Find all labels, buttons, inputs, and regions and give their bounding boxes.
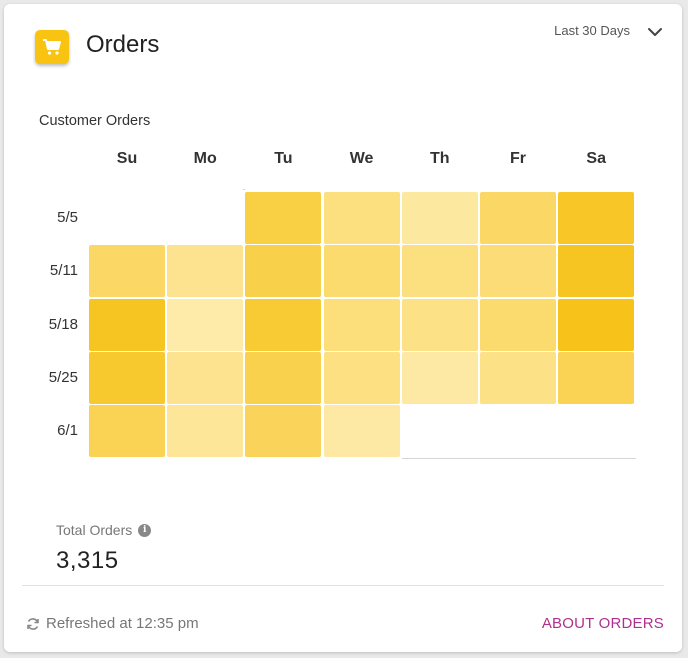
card-title: Orders (86, 31, 160, 58)
date-range-label[interactable]: Last 30 Days (554, 23, 630, 38)
day-label-we: We (349, 150, 374, 167)
week-label: 5/18 (48, 315, 78, 333)
heatmap-cell[interactable] (323, 245, 400, 298)
week-label: 5/5 (57, 209, 78, 226)
total-orders-label-text: Total Orders (56, 522, 133, 538)
heatmap-cell[interactable] (245, 405, 322, 458)
heatmap-cell[interactable] (480, 192, 556, 244)
shopping-cart-icon (35, 30, 69, 64)
heatmap-cell[interactable] (245, 192, 322, 244)
heatmap-cell[interactable] (323, 405, 400, 458)
chevron-down-icon[interactable] (646, 25, 664, 39)
heatmap-cell[interactable] (558, 245, 635, 298)
chart-title: Customer Orders (39, 113, 151, 129)
heatmap-cell[interactable] (89, 351, 165, 404)
heatmap-cell[interactable] (167, 351, 244, 404)
heatmap-cell[interactable] (323, 192, 400, 244)
heatmap-baseline (401, 457, 637, 459)
heatmap-cell[interactable] (245, 245, 322, 298)
heatmap-cell[interactable] (89, 245, 165, 298)
heatmap-cell[interactable] (558, 351, 635, 404)
heatmap-cell[interactable] (323, 351, 400, 404)
total-orders-value: 3,315 (56, 547, 119, 574)
heatmap-cell[interactable] (480, 245, 556, 298)
day-label-th: Th (430, 150, 450, 167)
week-label: 5/11 (49, 262, 78, 280)
week-label: 6/1 (57, 422, 78, 440)
day-label-tu: Tu (274, 150, 293, 167)
refresh-icon[interactable] (26, 617, 40, 631)
refresh-status: Refreshed at 12:35 pm (26, 615, 199, 632)
heatmap-cell[interactable] (558, 192, 635, 244)
orders-card: Orders Last 30 Days Customer Orders Su Mo… (4, 4, 682, 652)
heatmap-cell[interactable] (245, 351, 322, 404)
heatmap-cell[interactable] (89, 405, 165, 458)
heatmap-cell[interactable] (401, 192, 478, 244)
heatmap-cell[interactable] (167, 405, 244, 458)
heatmap-cell[interactable] (558, 298, 635, 351)
heatmap-cell[interactable] (401, 351, 478, 404)
heatmap-cell[interactable] (245, 298, 322, 351)
heatmap-cell[interactable] (167, 298, 244, 351)
day-label-mo: Mo (193, 150, 217, 167)
heatmap-tick (243, 189, 246, 190)
heatmap-cell[interactable] (480, 351, 556, 404)
total-orders-label: Total Orders i (56, 522, 152, 538)
day-label-su: Su (116, 150, 138, 167)
heatmap-cell[interactable] (323, 298, 400, 351)
footer-divider (22, 585, 664, 586)
heatmap-cell[interactable] (480, 298, 556, 351)
refreshed-text: Refreshed at 12:35 pm (46, 615, 199, 632)
info-icon[interactable]: i (138, 523, 152, 537)
day-label-sa: Sa (586, 150, 606, 167)
day-label-fr: Fr (510, 150, 526, 167)
heatmap-cell[interactable] (401, 245, 478, 298)
heatmap-cell[interactable] (89, 298, 165, 351)
heatmap-cell[interactable] (401, 298, 478, 351)
heatmap-cell[interactable] (167, 245, 244, 298)
about-orders-link[interactable]: ABOUT ORDERS (541, 615, 664, 632)
week-label: 5/25 (48, 368, 78, 386)
